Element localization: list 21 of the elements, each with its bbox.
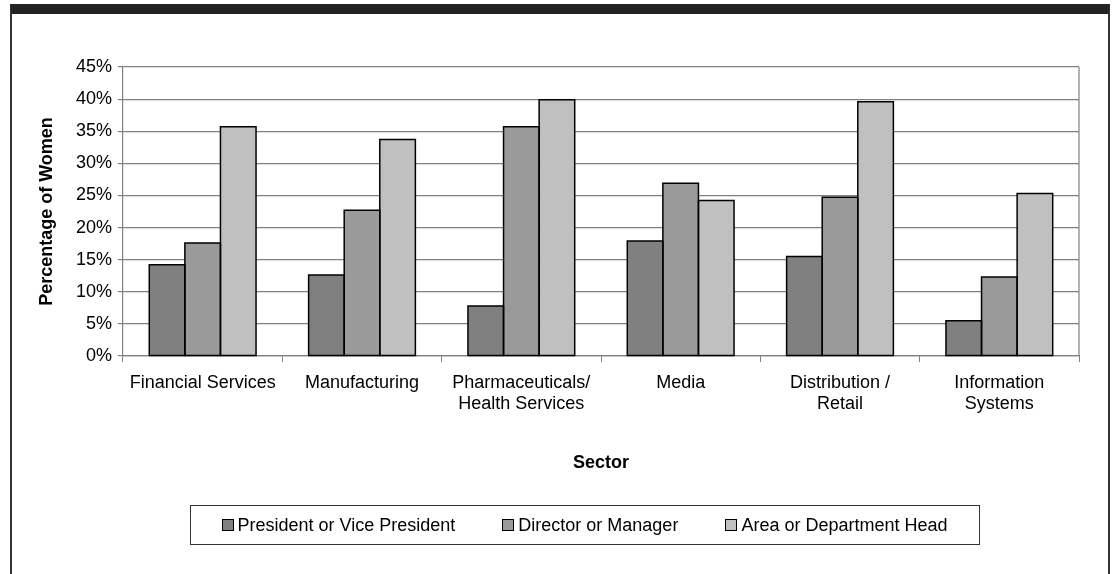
legend-label: Director or Manager xyxy=(518,514,679,536)
y-tick-label: 30% xyxy=(75,152,112,173)
x-tick-label: Manufacturing xyxy=(304,371,420,392)
x-tick-label: Financial Services xyxy=(129,371,276,392)
legend-label: Area or Department Head xyxy=(741,514,948,536)
y-tick-label: 15% xyxy=(75,248,112,269)
x-tick-label: Media xyxy=(656,371,707,392)
x-axis-title: Sector xyxy=(572,452,630,473)
legend-label: President or Vice President xyxy=(237,514,456,536)
y-tick-label: 40% xyxy=(75,88,112,109)
y-tick-label: 25% xyxy=(75,184,112,205)
y-tick-label: 35% xyxy=(75,120,112,141)
y-tick-label: 45% xyxy=(75,55,112,76)
x-tick-label: Information Systems xyxy=(954,371,1045,414)
y-axis-title: Percentage of Women xyxy=(35,117,56,306)
y-tick-label: 20% xyxy=(75,216,112,237)
y-tick-label: 0% xyxy=(85,344,112,365)
x-tick-label: Pharmaceuticals/ Health Services xyxy=(452,371,591,414)
y-tick-label: 5% xyxy=(85,312,112,333)
y-tick-label: 10% xyxy=(75,280,112,301)
x-tick-label: Distribution / Retail xyxy=(789,371,891,414)
